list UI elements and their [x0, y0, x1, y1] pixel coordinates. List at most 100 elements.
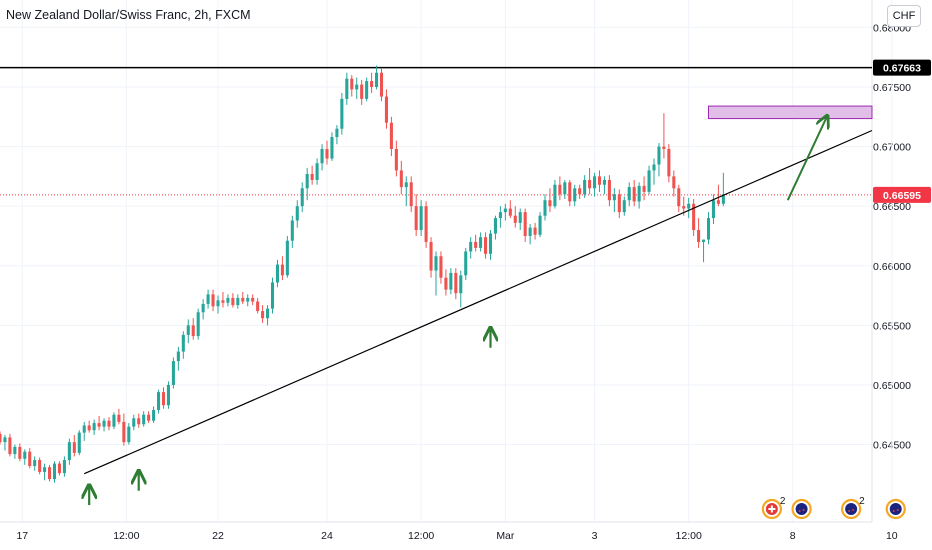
candle-body	[97, 423, 101, 427]
candle-body	[112, 414, 116, 427]
candle-body	[176, 351, 180, 362]
candle-body	[533, 227, 537, 235]
candle-body	[513, 215, 517, 223]
currency-button[interactable]: CHF	[887, 5, 921, 27]
candle-body	[77, 432, 81, 453]
candle-body	[637, 185, 641, 202]
candle-body	[602, 179, 606, 185]
candle-body	[305, 174, 309, 189]
candle-body	[137, 418, 141, 425]
candle-body	[142, 414, 146, 425]
candle-body	[662, 146, 666, 149]
candle-body	[687, 203, 691, 209]
candle-body	[667, 148, 671, 177]
candle-body	[231, 297, 235, 306]
nz-flag-icon	[889, 503, 902, 515]
candle-body	[246, 297, 250, 302]
candle-body	[716, 200, 720, 204]
candle-body	[508, 208, 512, 216]
candle-body	[657, 146, 661, 165]
resistance-price-tag-bg	[873, 59, 931, 76]
candle-body	[360, 84, 364, 99]
candle-body	[87, 425, 91, 431]
candle-body	[355, 84, 359, 90]
candle-body	[57, 463, 61, 474]
nz-star	[852, 509, 855, 511]
candle-body	[419, 206, 423, 231]
candle-body	[548, 200, 552, 207]
candle-body	[23, 451, 27, 459]
candle-body	[459, 275, 463, 294]
candle-body	[568, 182, 572, 202]
candle-body	[578, 188, 582, 195]
candle-body	[290, 220, 294, 241]
candle-body	[612, 194, 616, 201]
candle-body	[652, 164, 656, 171]
candle-body	[370, 81, 374, 87]
nz-star	[802, 509, 805, 511]
candle-body	[449, 272, 453, 290]
candle-body	[627, 187, 631, 201]
candle-body	[295, 206, 299, 221]
candle-body	[221, 300, 225, 303]
candle-body	[152, 409, 156, 421]
candle-body	[201, 303, 205, 313]
candle-body	[632, 187, 636, 202]
candle-body	[543, 200, 547, 216]
candle-body	[503, 208, 507, 213]
candle-body	[563, 182, 567, 195]
x-tick-label: 10	[886, 530, 898, 542]
nz-star	[896, 509, 899, 511]
candle-body	[18, 446, 22, 459]
x-tick-label: 8	[790, 530, 796, 542]
candle-body	[62, 460, 66, 474]
candle-body	[434, 256, 438, 271]
candle-body	[474, 241, 478, 248]
candle-body	[394, 148, 398, 171]
candle-body	[414, 206, 418, 231]
candle-body	[553, 184, 557, 207]
candle-body	[672, 176, 676, 189]
candle-body	[315, 163, 319, 180]
candle-body	[538, 215, 542, 235]
candle-body	[518, 212, 522, 223]
candle-body	[127, 426, 131, 443]
candle-body	[399, 170, 403, 188]
target-zone-box	[708, 105, 873, 120]
nz-flag-icon	[845, 503, 858, 515]
candle-body	[404, 182, 408, 188]
candle-body	[677, 188, 681, 207]
candle-body	[132, 418, 136, 427]
candle-body	[325, 148, 329, 159]
chart-title: New Zealand Dollar/Swiss Franc, 2h, FXCM	[6, 8, 251, 22]
nz-flag-icon	[795, 503, 808, 515]
x-tick-label: 24	[321, 530, 333, 542]
candle-body	[206, 294, 210, 304]
candle-body	[107, 420, 111, 427]
candle-body	[484, 237, 488, 254]
candle-body	[28, 451, 32, 466]
candle-body	[340, 98, 344, 129]
candle-body	[479, 237, 483, 248]
candle-body	[211, 294, 215, 307]
candle-body	[102, 420, 106, 427]
candle-body	[310, 174, 314, 180]
candle-body	[597, 176, 602, 185]
candle-body	[429, 241, 433, 271]
candle-body	[706, 218, 711, 240]
candle-body	[558, 184, 562, 195]
candle-body	[617, 194, 621, 213]
candle-body	[682, 206, 686, 209]
candle-body	[439, 256, 443, 278]
candle-body	[583, 179, 587, 195]
candle-body	[82, 425, 86, 433]
candle-body	[196, 312, 200, 337]
candle-body	[266, 308, 270, 319]
current-price-tag-bg	[873, 186, 931, 203]
x-tick-label: 3	[592, 530, 598, 542]
event-count: 2	[859, 496, 865, 507]
candle-body	[384, 96, 388, 123]
candle-body	[186, 325, 190, 335]
candle-body	[166, 384, 170, 406]
